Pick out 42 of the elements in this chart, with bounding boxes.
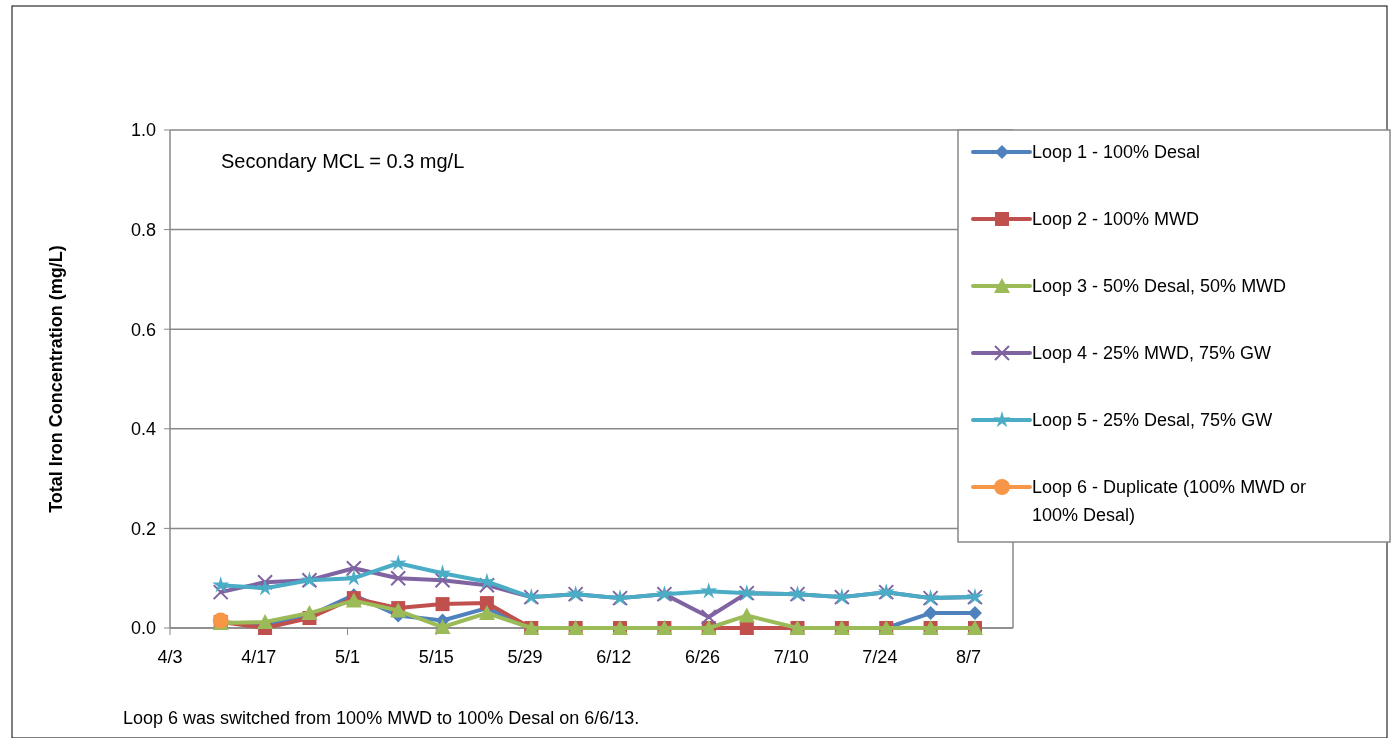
- x-tick-label: 6/26: [684, 647, 720, 667]
- x-tick-label: 8/7: [956, 647, 982, 667]
- x-tick-label: 7/24: [862, 647, 898, 667]
- x-tick-label: 6/12: [596, 647, 632, 667]
- x-tick-label: 7/10: [773, 647, 809, 667]
- point: [700, 582, 718, 599]
- y-tick-label: 0.8: [130, 219, 156, 240]
- point: [478, 605, 495, 621]
- y-tick-label: 0.2: [130, 518, 156, 539]
- point: [738, 607, 755, 623]
- legend-label: Loop 2 - 100% MWD: [1032, 209, 1200, 230]
- point: [434, 572, 451, 589]
- x-tick-label: 5/29: [507, 647, 543, 667]
- y-tick-label: 1.0: [130, 120, 156, 141]
- legend-label: Loop 6 - Duplicate (100% MWD or 100% Desal): [1032, 477, 1307, 526]
- point: [435, 597, 450, 612]
- y-axis-title: Total Iron Concentration (mg/L): [46, 245, 66, 513]
- point: [212, 576, 230, 593]
- legend-label: Loop 3 - 50% Desal, 50% MWD: [1032, 276, 1287, 297]
- point: [479, 596, 494, 611]
- point: [390, 570, 407, 587]
- point: [257, 574, 274, 591]
- legend-label: Loop 1 - 100% Desal: [1032, 142, 1201, 163]
- point: [345, 560, 362, 577]
- legend-label: Loop 4 - 25% MWD, 75% GW: [1032, 343, 1272, 364]
- y-tick-label: 0.4: [130, 419, 156, 440]
- x-tick-label: 4/3: [157, 647, 183, 667]
- legend-label: Loop 5 - 25% Desal, 75% GW: [1032, 410, 1273, 431]
- point: [257, 614, 274, 630]
- point: [212, 584, 229, 601]
- text: Loop 6 was switched from 100% MWD to 100% Desal on 6/6/13.: [123, 708, 640, 728]
- point: [478, 577, 495, 594]
- x-tick-label: 4/17: [241, 647, 277, 667]
- y-tick-label: 0.6: [130, 319, 156, 340]
- x-tick-label: 5/15: [418, 647, 454, 667]
- point: [389, 554, 407, 571]
- point: [434, 619, 451, 634]
- point: [700, 609, 717, 626]
- annotation: Secondary MCL = 0.3 mg/L: [221, 150, 465, 172]
- point: [923, 606, 938, 621]
- y-tick-label: 0.0: [130, 618, 156, 639]
- x-tick-label: 5/1: [334, 647, 360, 667]
